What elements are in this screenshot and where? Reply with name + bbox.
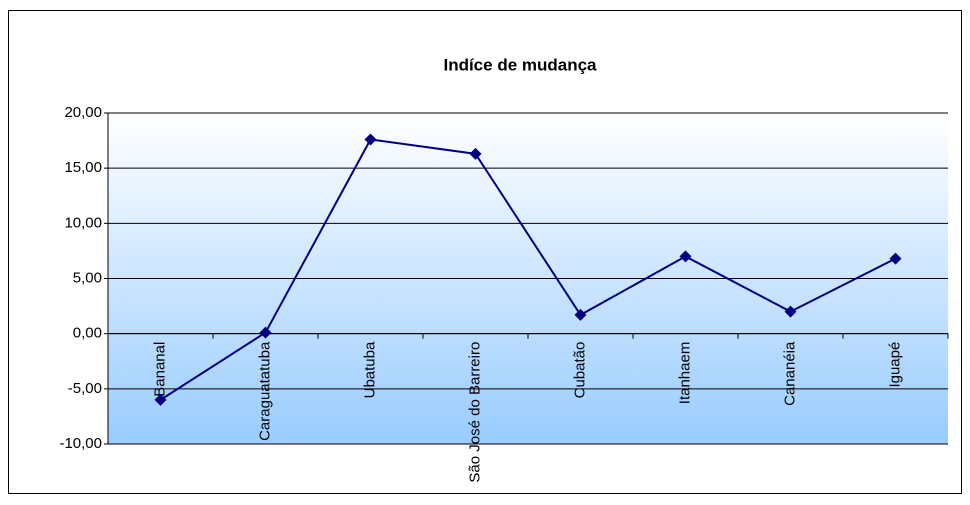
x-tick-label: São José do Barreiro (466, 342, 483, 483)
x-tick-label: Ubatuba (361, 341, 378, 398)
x-tick-label: Cananéia (781, 341, 798, 406)
data-point (259, 326, 272, 339)
y-tick-label: 5,00 (73, 269, 102, 286)
series-line (159, 138, 896, 401)
data-point (364, 133, 377, 146)
data-point (784, 305, 797, 318)
data-point (679, 250, 692, 263)
y-tick-label: 10,00 (64, 214, 102, 231)
data-point (889, 252, 902, 265)
data-point (154, 393, 167, 406)
y-tick-label: 0,00 (73, 325, 102, 342)
chart-title: Indíce de mudança (443, 55, 597, 74)
x-tick-label: Cubatão (571, 342, 588, 399)
x-tick-label: Itanhaem (676, 342, 693, 405)
y-tick-label: 15,00 (64, 159, 102, 176)
y-tick-label: -5,00 (68, 380, 102, 397)
x-tick-label: Iguapé (886, 342, 903, 388)
y-tick-label: 20,00 (64, 104, 102, 121)
data-point (469, 147, 482, 160)
data-point (574, 308, 587, 321)
y-tick-label: -10,00 (59, 435, 102, 452)
x-tick-label: Caraguatatuba (256, 341, 273, 441)
x-tick-label: Bananal (151, 342, 168, 397)
